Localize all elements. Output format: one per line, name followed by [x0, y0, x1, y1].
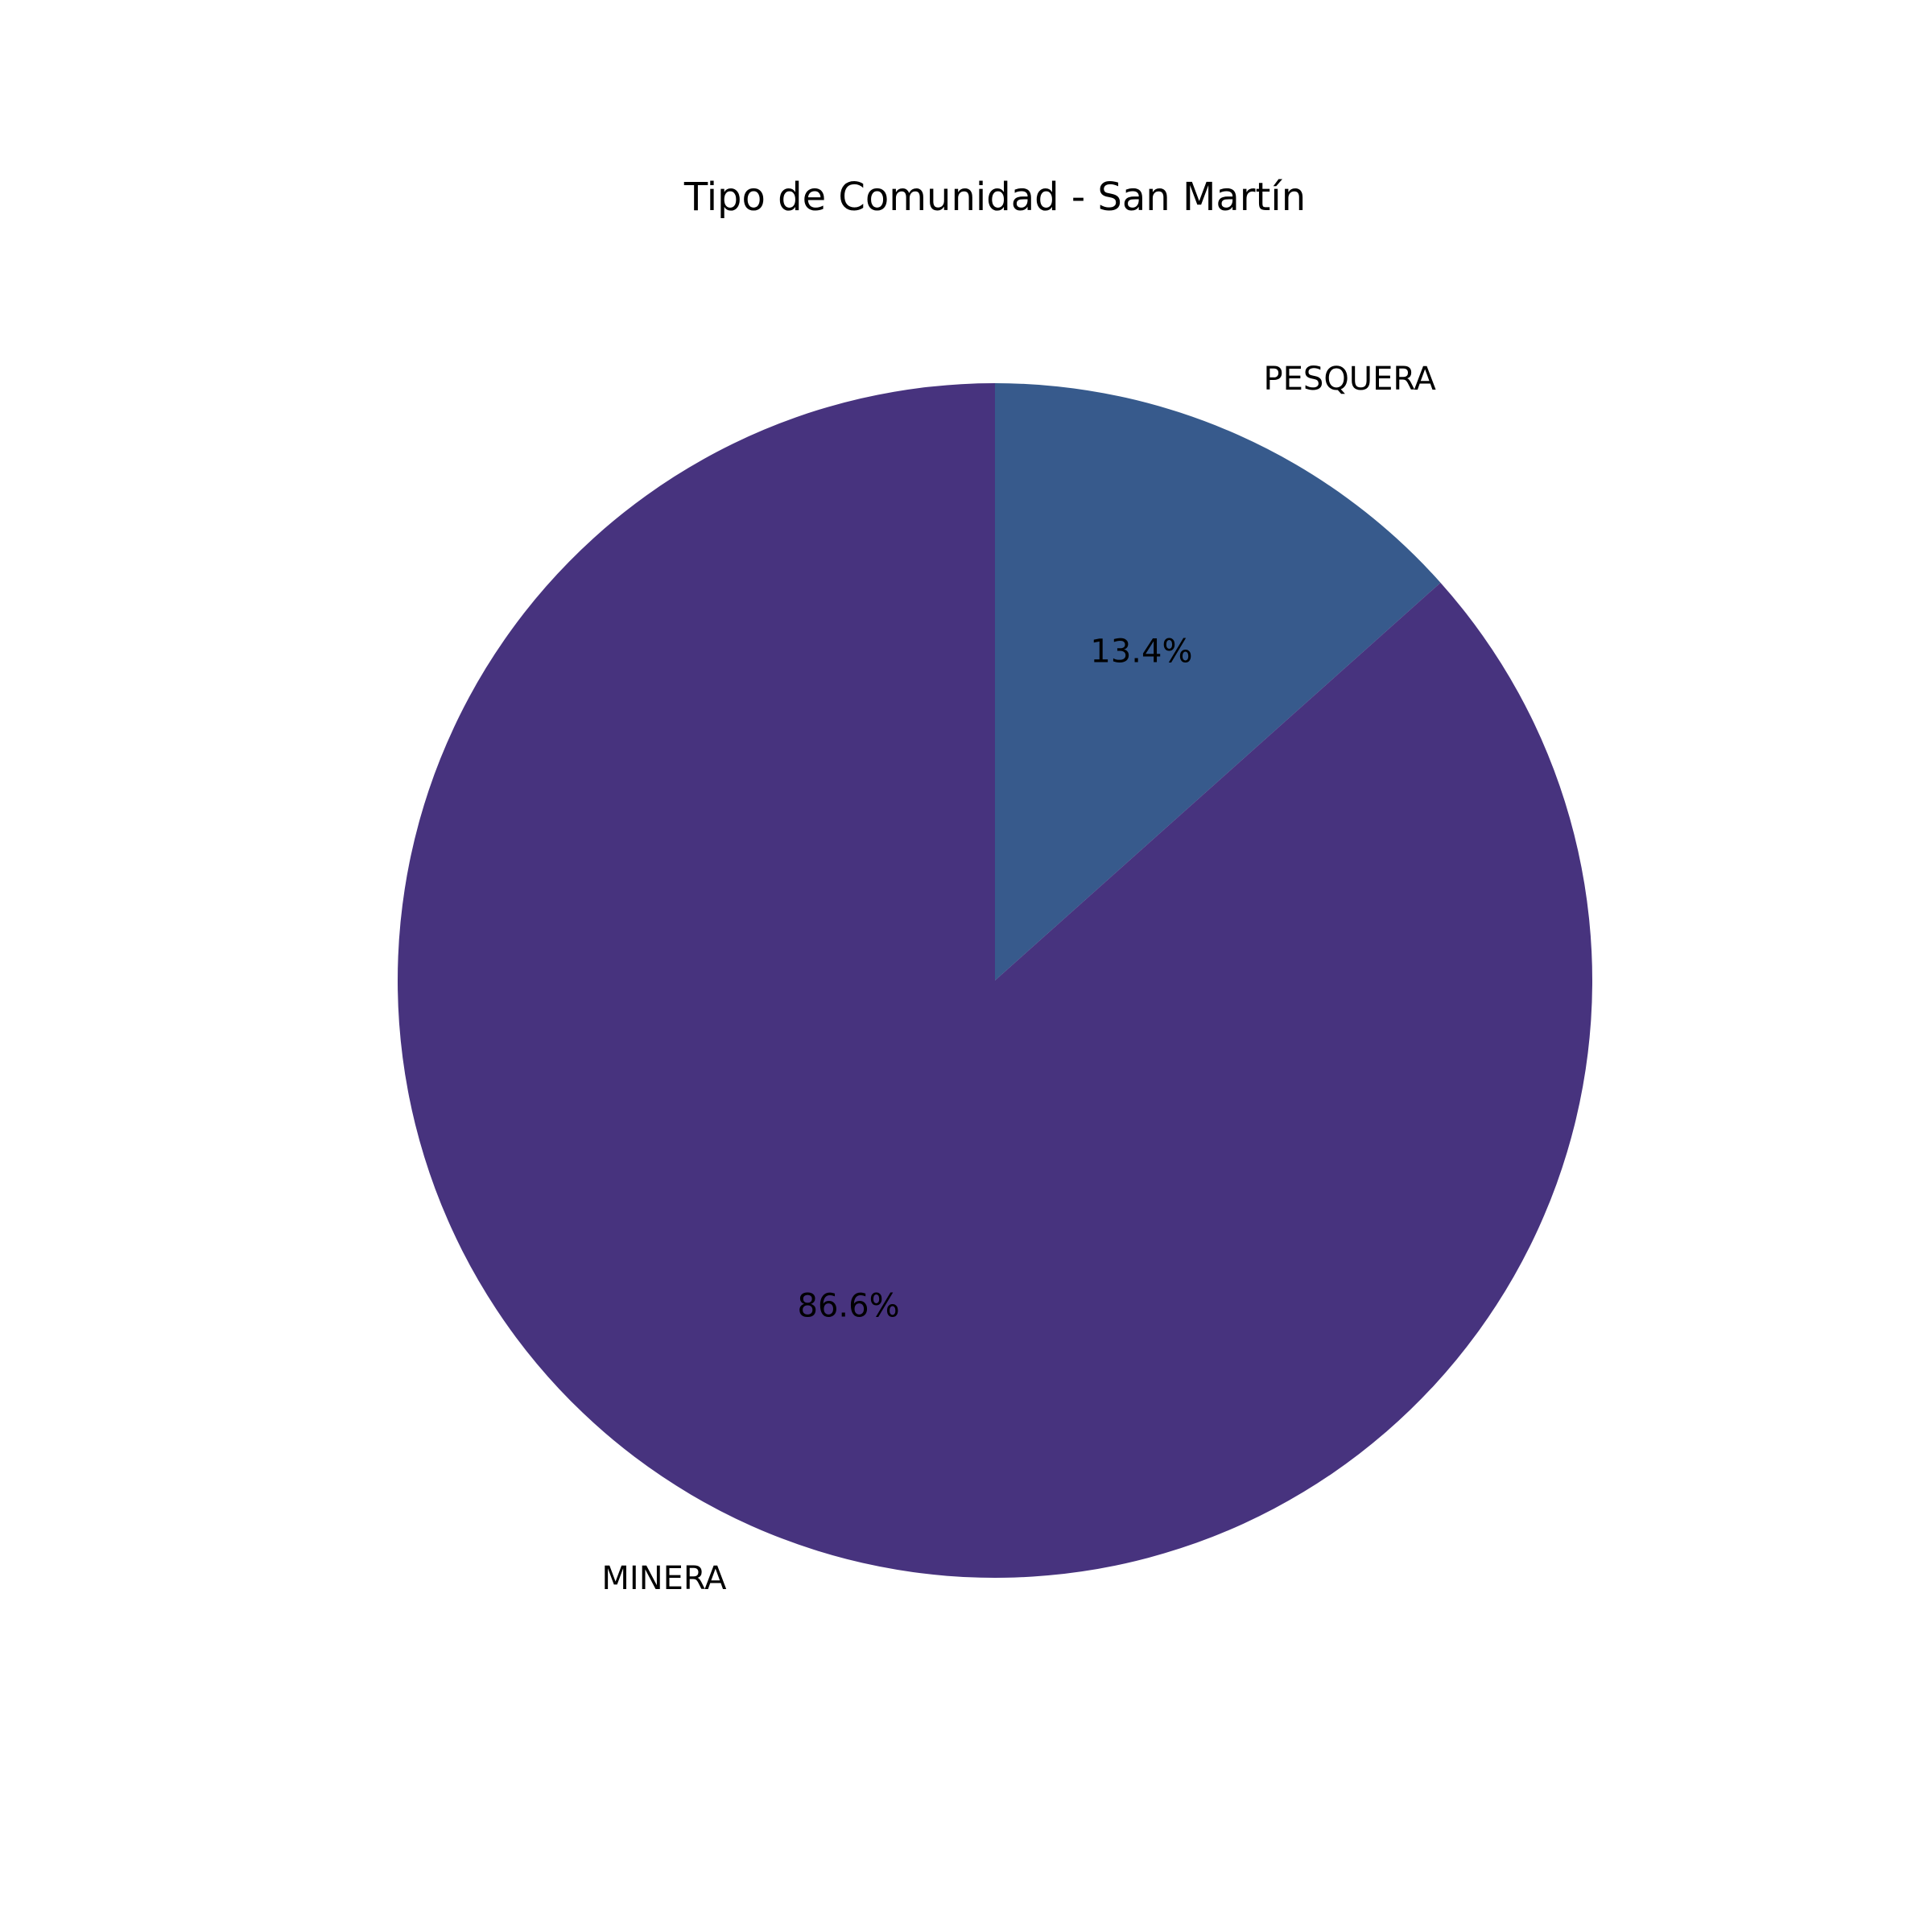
chart-title: Tipo de Comunidad - San Martín: [683, 175, 1306, 220]
pie-slice-pesquera: [995, 383, 1441, 980]
pie-labels: PESQUERA 13.4% MINERA 86.6%: [601, 361, 1436, 1597]
pie-slice-minera: [397, 383, 1592, 1578]
slice-label-pesquera: PESQUERA: [1264, 361, 1437, 398]
slice-percent-minera: 86.6%: [798, 1287, 900, 1324]
slice-percent-pesquera: 13.4%: [1090, 634, 1192, 671]
slice-label-minera: MINERA: [601, 1560, 727, 1597]
pie-slices: [397, 383, 1592, 1578]
